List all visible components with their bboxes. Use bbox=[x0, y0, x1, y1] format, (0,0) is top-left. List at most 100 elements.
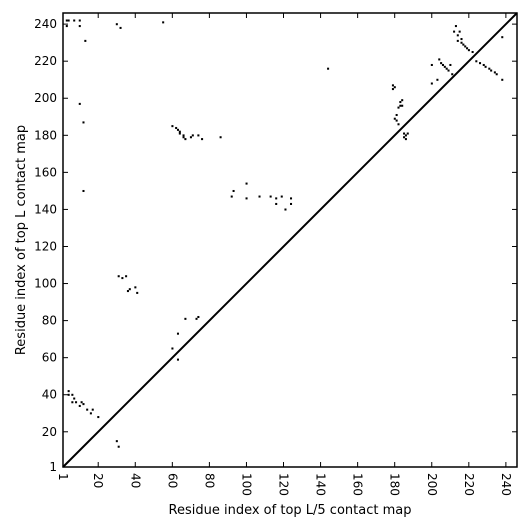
upper-contact-point bbox=[404, 134, 407, 137]
upper-contact-point bbox=[280, 195, 283, 198]
lower-contact-point bbox=[125, 275, 128, 278]
x-tick-label: 240 bbox=[499, 473, 513, 496]
upper-contact-point bbox=[189, 136, 192, 139]
upper-contact-point bbox=[436, 78, 439, 81]
upper-contact-point bbox=[232, 189, 235, 193]
upper-contact-point bbox=[230, 195, 233, 198]
upper-contact-point bbox=[456, 39, 459, 42]
lower-contact-point bbox=[78, 404, 81, 407]
lower-contact-point bbox=[121, 277, 124, 280]
upper-contact-point bbox=[327, 67, 330, 70]
lower-contact-point bbox=[67, 390, 70, 393]
plot-frame bbox=[62, 12, 518, 468]
y-tick-label: 80 bbox=[42, 314, 57, 328]
upper-contact-point bbox=[460, 38, 463, 41]
upper-contact-point bbox=[269, 195, 272, 198]
upper-contact-point bbox=[440, 62, 443, 65]
upper-contact-point bbox=[191, 134, 194, 137]
upper-contact-point bbox=[73, 19, 76, 22]
lower-contact-point bbox=[71, 393, 74, 396]
upper-contact-point bbox=[67, 19, 70, 22]
upper-contact-point bbox=[462, 43, 465, 46]
upper-contact-point bbox=[445, 67, 448, 70]
upper-contact-point bbox=[401, 104, 404, 107]
x-tick-label: 140 bbox=[314, 473, 328, 496]
lower-contact-point bbox=[117, 275, 120, 278]
upper-contact-point bbox=[175, 126, 178, 129]
upper-contact-point bbox=[406, 132, 409, 135]
upper-contact-point bbox=[245, 182, 248, 185]
upper-contact-point bbox=[176, 128, 179, 131]
upper-contact-point bbox=[404, 138, 407, 141]
upper-contact-point bbox=[495, 73, 498, 76]
x-tick-label: 100 bbox=[239, 473, 253, 496]
upper-contact-point bbox=[397, 123, 400, 126]
diagonal-line bbox=[62, 12, 518, 468]
upper-contact-point bbox=[471, 50, 474, 54]
upper-contact-point bbox=[82, 189, 85, 193]
y-tick-label: 160 bbox=[34, 165, 57, 179]
x-tick-label: 200 bbox=[425, 473, 439, 496]
upper-contact-point bbox=[453, 30, 456, 33]
upper-contact-point bbox=[290, 197, 293, 200]
upper-contact-point bbox=[219, 136, 222, 139]
y-tick-label: 40 bbox=[42, 388, 57, 402]
upper-contact-point bbox=[451, 73, 454, 76]
lower-contact-point bbox=[134, 286, 137, 289]
upper-contact-point bbox=[399, 104, 402, 107]
upper-contact-point bbox=[488, 67, 491, 70]
upper-contact-point bbox=[458, 30, 461, 33]
y-tick-label: 180 bbox=[34, 128, 57, 142]
lower-contact-point bbox=[126, 290, 129, 293]
x-tick-label: 20 bbox=[91, 473, 105, 488]
upper-contact-point bbox=[403, 136, 406, 139]
upper-contact-point bbox=[171, 125, 174, 128]
y-tick-label: 100 bbox=[34, 277, 57, 291]
upper-contact-point bbox=[290, 202, 293, 205]
y-tick-label: 60 bbox=[42, 351, 57, 365]
upper-contact-point bbox=[393, 86, 396, 89]
y-tick-label: 1 bbox=[49, 460, 57, 474]
lower-contact-point bbox=[176, 358, 179, 361]
upper-contact-point bbox=[65, 25, 68, 28]
upper-contact-point bbox=[275, 197, 278, 200]
upper-contact-point bbox=[403, 132, 406, 135]
upper-contact-point bbox=[395, 119, 398, 122]
lower-contact-point bbox=[136, 291, 139, 294]
upper-contact-point bbox=[197, 134, 200, 137]
upper-contact-point bbox=[493, 71, 496, 74]
x-tick-label: 220 bbox=[462, 473, 476, 496]
x-axis-label: Residue index of top L/5 contact map bbox=[169, 503, 412, 518]
lower-contact-point bbox=[184, 317, 187, 320]
lower-contact-point bbox=[97, 416, 100, 419]
upper-contact-point bbox=[115, 23, 118, 26]
lower-contact-point bbox=[80, 401, 83, 404]
upper-contact-point bbox=[65, 19, 68, 22]
x-tick-label: 60 bbox=[165, 473, 179, 488]
x-tick-label: 40 bbox=[128, 473, 142, 488]
upper-contact-point bbox=[466, 47, 469, 50]
y-tick-label: 140 bbox=[34, 202, 57, 216]
lower-contact-point bbox=[117, 445, 120, 448]
upper-contact-point bbox=[395, 113, 398, 117]
upper-contact-point bbox=[443, 65, 446, 68]
upper-contact-point bbox=[438, 58, 441, 61]
lower-contact-point bbox=[71, 401, 74, 404]
upper-contact-point bbox=[275, 202, 278, 205]
upper-contact-point bbox=[447, 69, 450, 72]
x-tick-label: 1 bbox=[56, 473, 70, 481]
upper-contact-point bbox=[490, 69, 493, 72]
upper-contact-point bbox=[430, 82, 433, 85]
x-tick-label: 120 bbox=[277, 473, 291, 496]
upper-contact-point bbox=[78, 19, 81, 22]
upper-contact-point bbox=[393, 117, 396, 120]
upper-contact-point bbox=[78, 25, 81, 28]
upper-contact-point bbox=[430, 63, 433, 66]
lower-contact-point bbox=[176, 332, 179, 335]
upper-contact-point bbox=[475, 60, 478, 63]
upper-contact-point bbox=[484, 65, 487, 68]
upper-contact-point bbox=[119, 26, 122, 29]
upper-contact-point bbox=[479, 62, 482, 65]
